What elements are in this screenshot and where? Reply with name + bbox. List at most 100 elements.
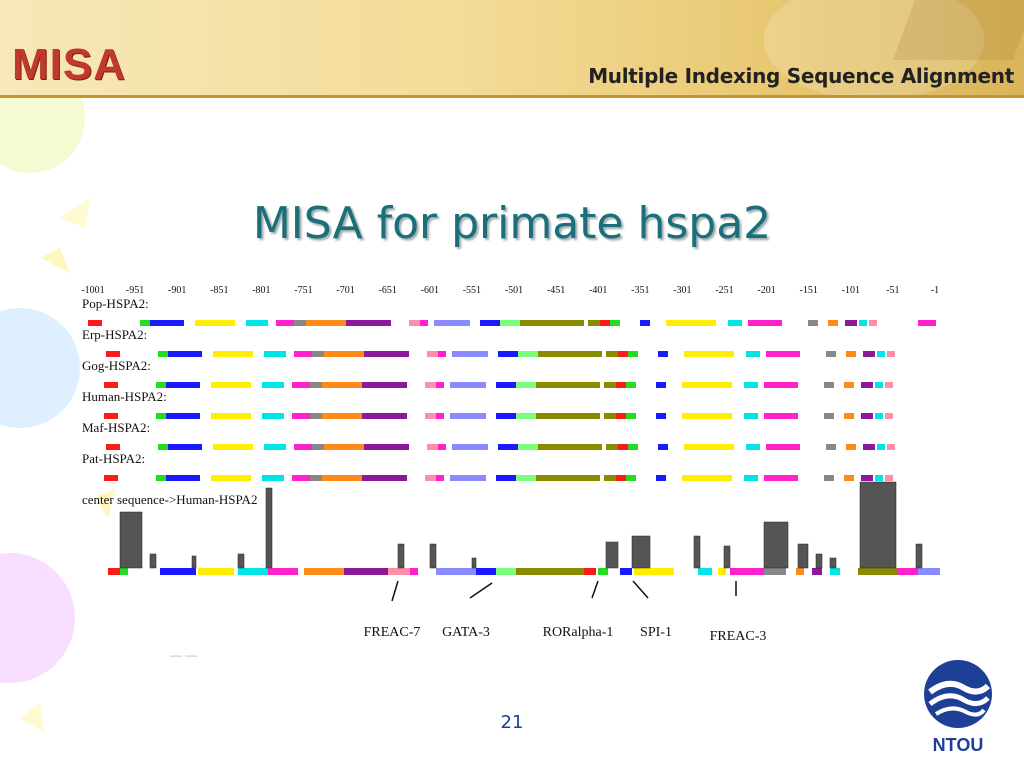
motif-block (828, 320, 838, 326)
center-sequence-block (634, 568, 674, 575)
center-sequence-block (698, 568, 712, 575)
motif-block (844, 475, 854, 481)
histogram-bar (149, 553, 157, 569)
motif-block (211, 475, 251, 481)
motif-block (425, 382, 436, 388)
motif-block (604, 413, 616, 419)
motif-block (618, 444, 628, 450)
motif-block (425, 413, 436, 419)
motif-block (450, 382, 486, 388)
motif-annotation: FREAC-7 (364, 625, 421, 640)
motif-block (682, 475, 732, 481)
motif-block (211, 413, 251, 419)
motif-annotation: RORalpha-1 (543, 625, 614, 640)
motif-block (628, 444, 638, 450)
motif-block (877, 351, 885, 357)
motif-block (610, 320, 620, 326)
motif-block (616, 413, 626, 419)
position-label: -451 (547, 285, 565, 296)
center-sequence-block (160, 568, 196, 575)
motif-block (516, 475, 536, 481)
motif-block (656, 413, 666, 419)
motif-block (536, 475, 600, 481)
motif-block (88, 320, 102, 326)
motif-block (606, 444, 618, 450)
motif-block (875, 413, 883, 419)
motif-block (826, 444, 836, 450)
motif-block (264, 351, 286, 357)
histogram-bar (859, 481, 897, 569)
center-sequence-block (764, 568, 786, 575)
motif-block (658, 444, 668, 450)
motif-block (887, 444, 895, 450)
histogram-bar (763, 521, 789, 569)
position-label: -701 (336, 285, 354, 296)
position-label: -851 (210, 285, 228, 296)
histogram-bar (265, 487, 273, 569)
motif-block (262, 475, 284, 481)
motif-block (618, 351, 628, 357)
motif-block (885, 475, 893, 481)
position-label: -551 (463, 285, 481, 296)
position-axis: -1001 -951 -901 -851 -801 -751 -701 -651 -601 -55… (81, 285, 939, 296)
center-sequence-block (516, 568, 586, 575)
motif-block (310, 413, 322, 419)
motif-block (496, 382, 516, 388)
motif-block (104, 382, 118, 388)
motif-block (844, 413, 854, 419)
motif-block (324, 444, 364, 450)
motif-block (746, 444, 760, 450)
motif-block (869, 320, 877, 326)
motif-block (764, 413, 798, 419)
motif-block (211, 382, 251, 388)
header-subtitle: Multiple Indexing Sequence Alignment (588, 64, 1014, 88)
motif-block (292, 475, 310, 481)
histogram-bar (191, 555, 197, 569)
slide-title: MISA for primate hspa2 (252, 198, 772, 249)
misa-logo: MISA (12, 40, 126, 89)
center-sequence-block (796, 568, 804, 575)
motif-block (766, 351, 800, 357)
motif-block (450, 413, 486, 419)
histogram-bar (119, 511, 143, 569)
annotation-arrow (591, 580, 599, 599)
ntou-logo-icon (924, 660, 992, 728)
motif-block (626, 413, 636, 419)
position-label: -51 (886, 285, 899, 296)
motif-block (427, 444, 438, 450)
sequence-label: Human-HSPA2: (82, 389, 167, 404)
motif-block (452, 444, 488, 450)
motif-block (764, 382, 798, 388)
motif-block (438, 444, 446, 450)
center-sequence-block (198, 568, 234, 575)
position-label: -651 (379, 285, 397, 296)
motif-block (824, 413, 834, 419)
center-sequence-block (898, 568, 918, 575)
position-label: -251 (715, 285, 733, 296)
motif-block (166, 413, 200, 419)
header-rule (0, 95, 1024, 98)
balloon-decoration (0, 98, 115, 733)
motif-block (846, 351, 856, 357)
annotation-arrow (469, 582, 493, 599)
motif-block (106, 444, 120, 450)
motif-block (496, 413, 516, 419)
histogram-bar (797, 543, 809, 569)
motif-block (322, 382, 362, 388)
sequence-label: Pop-HSPA2: (82, 296, 149, 311)
motif-annotation: GATA-3 (442, 625, 490, 640)
motif-block (875, 475, 883, 481)
motif-block (588, 320, 600, 326)
motif-block (436, 382, 444, 388)
motif-block (744, 475, 758, 481)
motif-block (246, 320, 268, 326)
motif-block (168, 351, 202, 357)
motif-block (452, 351, 488, 357)
motif-block (140, 320, 154, 326)
motif-block (310, 475, 322, 481)
center-sequence-block (812, 568, 822, 575)
motif-block (684, 351, 734, 357)
motif-block (156, 413, 170, 419)
motif-block (604, 382, 616, 388)
position-label: -801 (252, 285, 270, 296)
